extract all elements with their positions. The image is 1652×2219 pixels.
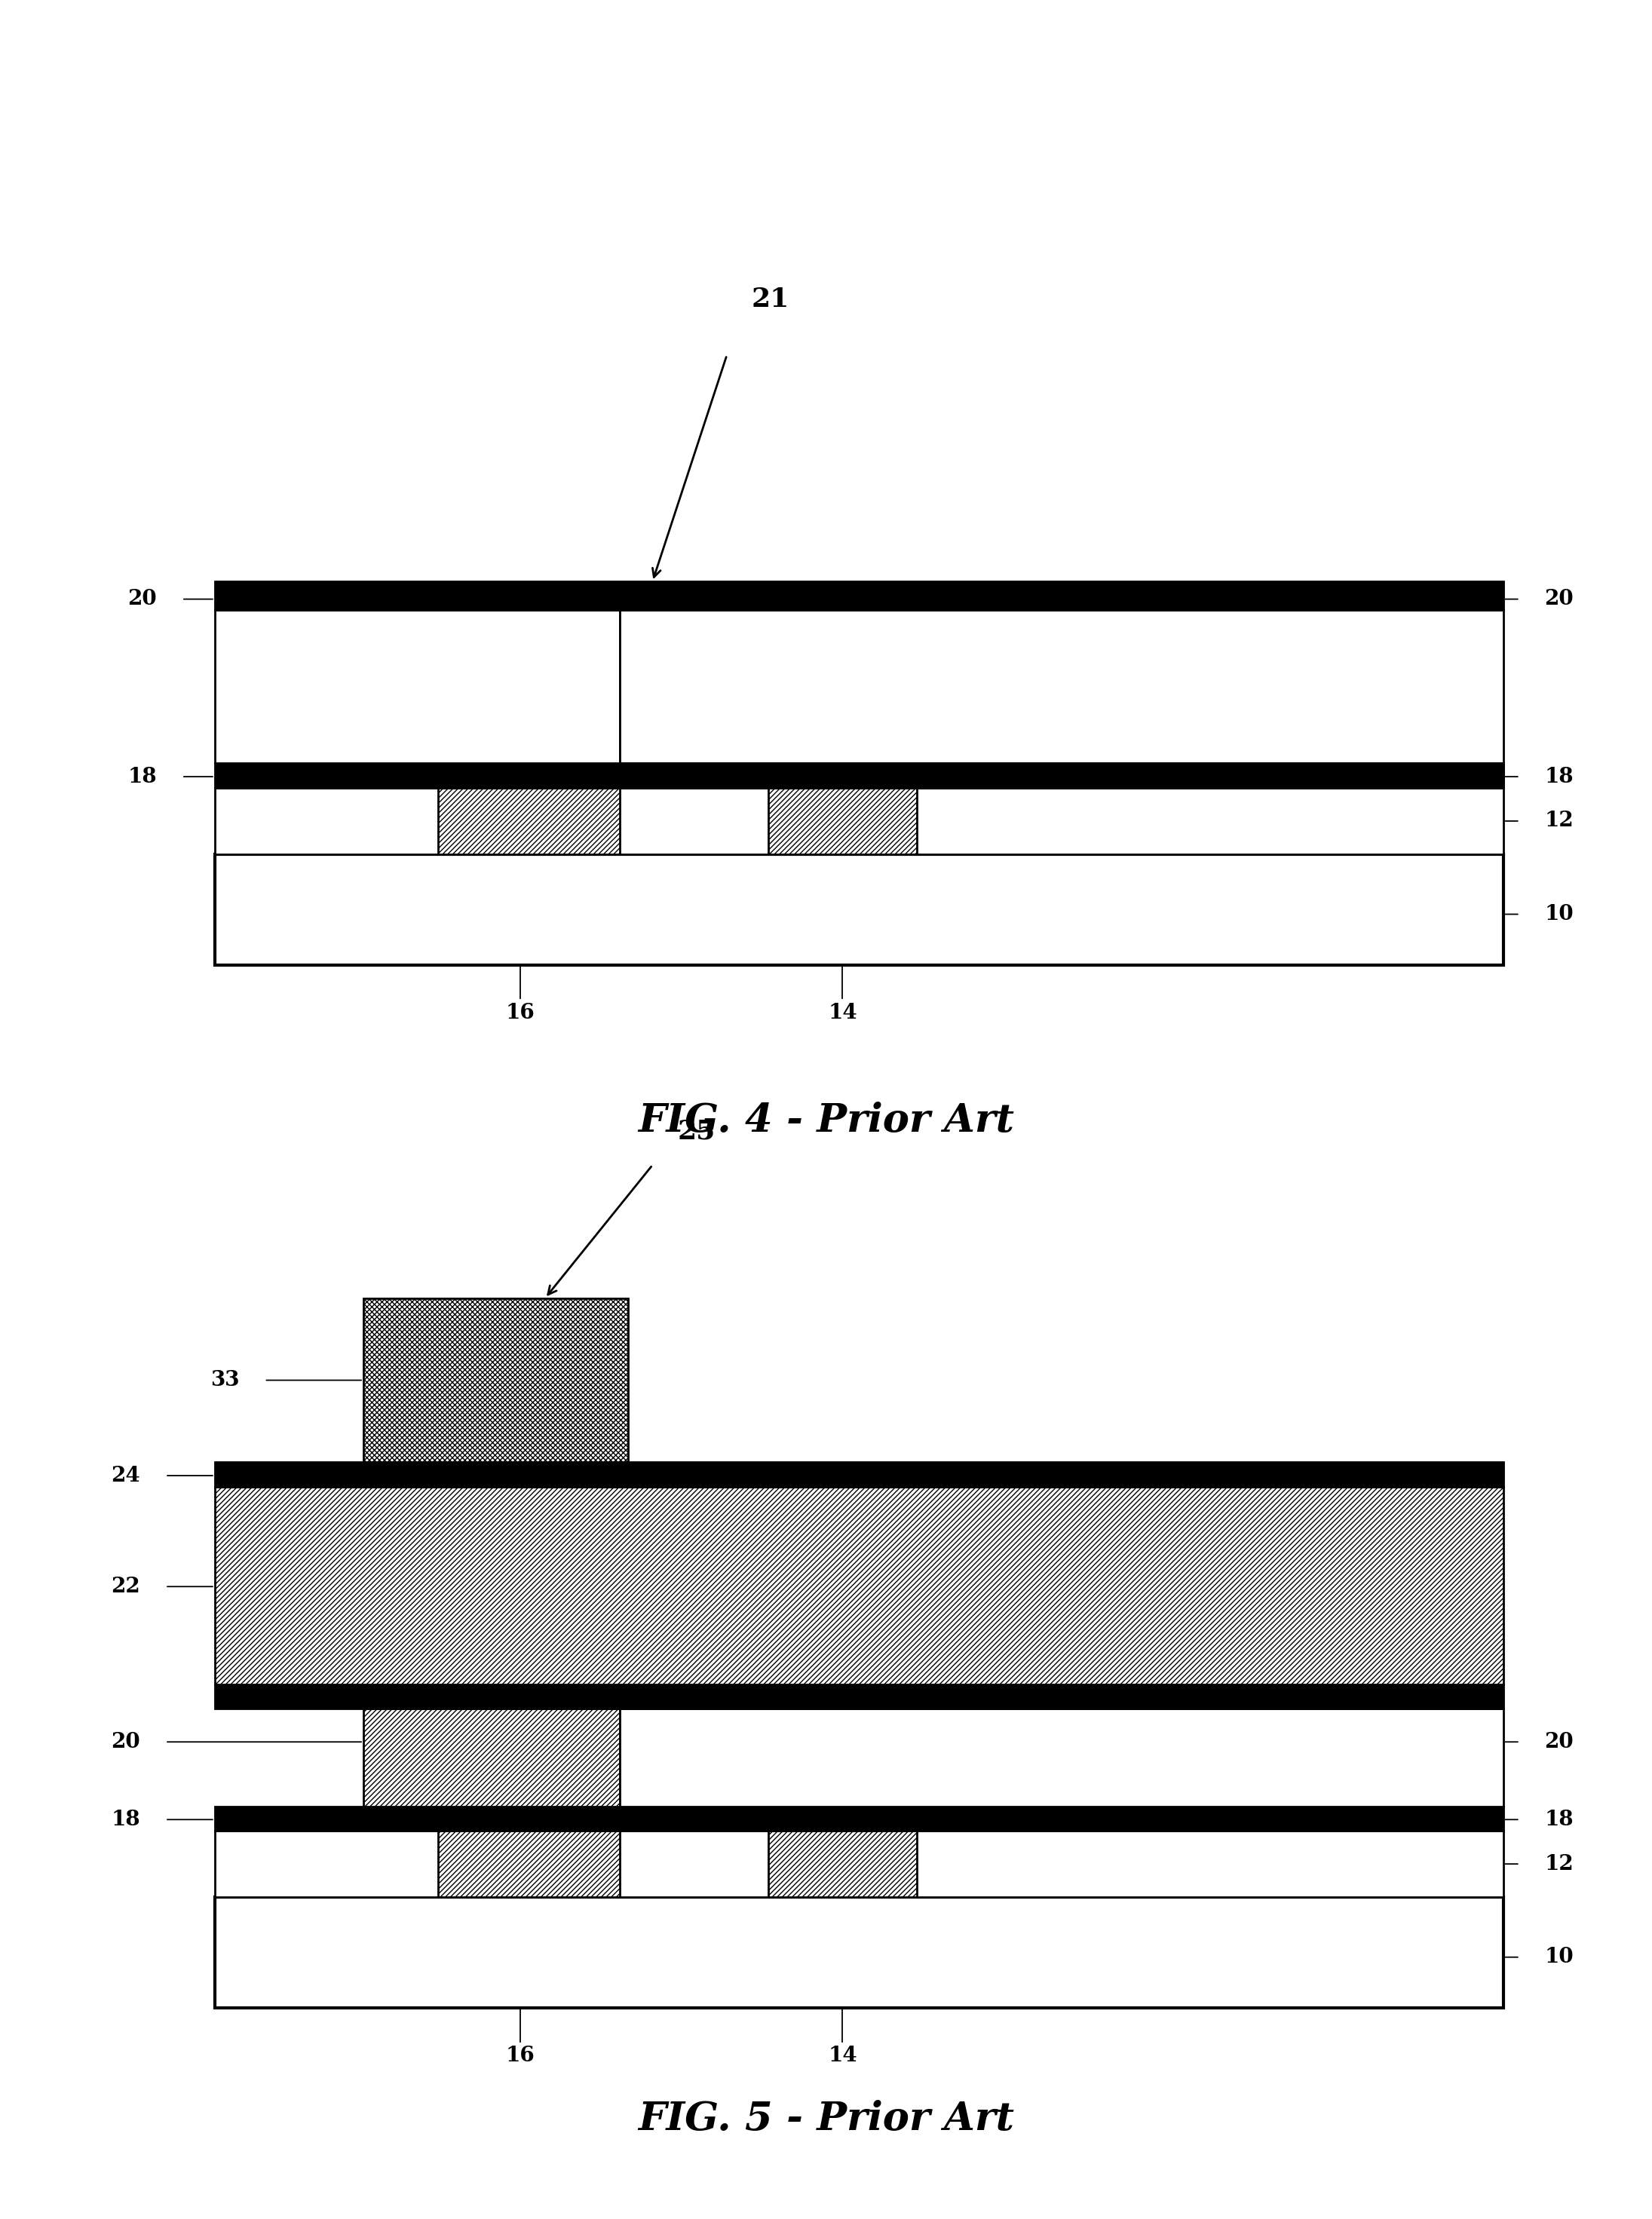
FancyBboxPatch shape — [620, 1709, 1503, 1806]
FancyBboxPatch shape — [620, 763, 1503, 788]
FancyBboxPatch shape — [768, 1831, 917, 1897]
FancyBboxPatch shape — [215, 1462, 1503, 1487]
Text: 14: 14 — [828, 1003, 857, 1023]
Text: 10: 10 — [1545, 1946, 1574, 1968]
Text: 18: 18 — [111, 1808, 140, 1831]
FancyBboxPatch shape — [363, 1709, 620, 1806]
Text: 20: 20 — [1545, 588, 1574, 610]
FancyBboxPatch shape — [438, 1831, 620, 1897]
FancyBboxPatch shape — [215, 1831, 1503, 1897]
Text: 12: 12 — [1545, 810, 1574, 832]
Text: 14: 14 — [828, 2046, 857, 2066]
FancyBboxPatch shape — [215, 788, 1503, 854]
Text: 21: 21 — [752, 286, 790, 313]
FancyBboxPatch shape — [215, 854, 1503, 965]
Text: 20: 20 — [127, 588, 157, 610]
Text: 25: 25 — [677, 1118, 715, 1145]
Text: 16: 16 — [506, 1003, 535, 1023]
Text: FIG. 5 - Prior Art: FIG. 5 - Prior Art — [638, 2099, 1014, 2139]
FancyBboxPatch shape — [363, 1298, 628, 1462]
Text: 18: 18 — [1545, 766, 1574, 788]
FancyBboxPatch shape — [620, 610, 1503, 763]
Text: 12: 12 — [1545, 1853, 1574, 1875]
FancyBboxPatch shape — [768, 788, 917, 854]
FancyBboxPatch shape — [215, 1806, 1503, 1831]
Text: 33: 33 — [210, 1369, 240, 1391]
FancyBboxPatch shape — [215, 1487, 1503, 1684]
FancyBboxPatch shape — [438, 788, 620, 854]
FancyBboxPatch shape — [215, 1684, 1503, 1709]
Text: 20: 20 — [111, 1731, 140, 1753]
FancyBboxPatch shape — [215, 763, 1503, 788]
Text: 18: 18 — [1545, 1808, 1574, 1831]
Text: 18: 18 — [127, 766, 157, 788]
Text: 22: 22 — [111, 1575, 140, 1598]
Text: 10: 10 — [1545, 903, 1574, 925]
Text: 24: 24 — [111, 1465, 140, 1487]
Text: FIG. 4 - Prior Art: FIG. 4 - Prior Art — [638, 1101, 1014, 1141]
FancyBboxPatch shape — [215, 610, 620, 763]
Text: 20: 20 — [1545, 1731, 1574, 1753]
FancyBboxPatch shape — [215, 581, 1503, 610]
FancyBboxPatch shape — [215, 1897, 1503, 2008]
Text: 16: 16 — [506, 2046, 535, 2066]
